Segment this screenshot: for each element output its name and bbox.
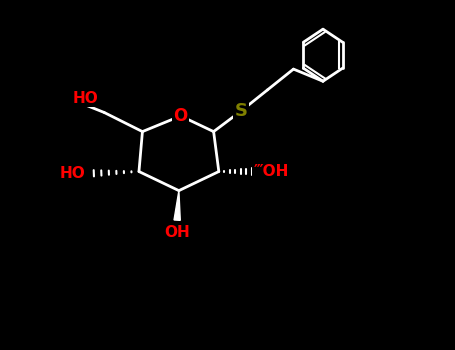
Text: O: O [173, 107, 188, 125]
Text: HO: HO [60, 166, 85, 181]
Text: HO: HO [73, 91, 99, 106]
Text: OH: OH [164, 225, 190, 240]
Text: S: S [235, 102, 248, 120]
Polygon shape [174, 191, 180, 220]
Text: ‴OH: ‴OH [253, 164, 289, 179]
